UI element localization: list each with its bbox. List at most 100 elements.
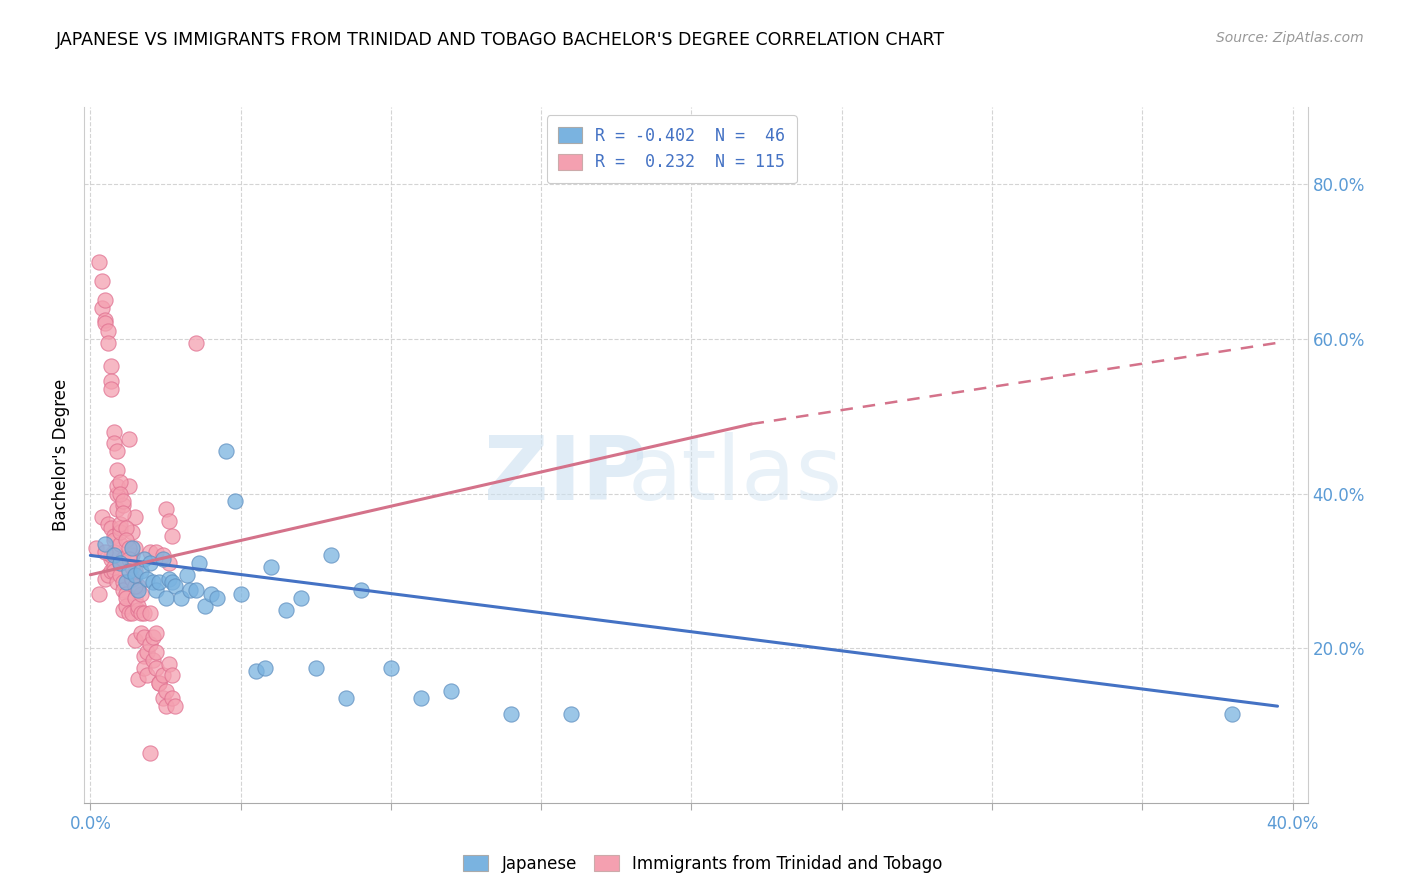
- Point: [160, 691, 183, 706]
- Point: [97, 335, 120, 350]
- Point: [94, 293, 117, 308]
- Point: [107, 463, 129, 477]
- Point: [145, 625, 167, 640]
- Point: [136, 572, 159, 586]
- Point: [160, 575, 183, 590]
- Point: [100, 359, 122, 373]
- Point: [145, 583, 167, 598]
- Legend: R = -0.402  N =  46, R =  0.232  N = 115: R = -0.402 N = 46, R = 0.232 N = 115: [547, 115, 797, 183]
- Point: [112, 583, 135, 598]
- Point: [118, 433, 141, 447]
- Point: [187, 556, 209, 570]
- Point: [335, 691, 357, 706]
- Point: [134, 552, 156, 566]
- Point: [110, 525, 132, 540]
- Point: [319, 549, 342, 563]
- Point: [121, 607, 143, 621]
- Point: [148, 575, 170, 590]
- Point: [107, 575, 129, 590]
- Point: [110, 517, 132, 532]
- Point: [184, 583, 207, 598]
- Point: [97, 324, 120, 338]
- Point: [131, 607, 153, 621]
- Point: [560, 706, 582, 721]
- Point: [110, 521, 132, 535]
- Point: [107, 486, 129, 500]
- Point: [127, 602, 149, 616]
- Point: [100, 375, 122, 389]
- Point: [136, 645, 159, 659]
- Point: [127, 579, 149, 593]
- Point: [440, 683, 463, 698]
- Point: [260, 560, 283, 574]
- Point: [155, 699, 177, 714]
- Point: [121, 549, 143, 563]
- Point: [112, 506, 135, 520]
- Point: [100, 549, 122, 563]
- Point: [110, 567, 132, 582]
- Point: [94, 572, 117, 586]
- Point: [274, 602, 297, 616]
- Point: [103, 564, 125, 578]
- Point: [89, 254, 111, 268]
- Point: [152, 549, 174, 563]
- Point: [121, 560, 143, 574]
- Point: [214, 444, 236, 458]
- Point: [350, 583, 373, 598]
- Point: [94, 317, 117, 331]
- Point: [124, 509, 146, 524]
- Point: [139, 637, 162, 651]
- Point: [103, 544, 125, 558]
- Point: [121, 572, 143, 586]
- Point: [110, 475, 132, 489]
- Point: [145, 645, 167, 659]
- Point: [100, 521, 122, 535]
- Point: [163, 699, 186, 714]
- Point: [110, 486, 132, 500]
- Point: [134, 660, 156, 674]
- Point: [160, 668, 183, 682]
- Point: [253, 660, 276, 674]
- Point: [139, 544, 162, 558]
- Point: [103, 425, 125, 439]
- Point: [245, 665, 267, 679]
- Point: [179, 583, 201, 598]
- Legend: Japanese, Immigrants from Trinidad and Tobago: Japanese, Immigrants from Trinidad and T…: [457, 848, 949, 880]
- Point: [142, 653, 165, 667]
- Point: [121, 541, 143, 555]
- Point: [103, 529, 125, 543]
- Point: [107, 444, 129, 458]
- Point: [112, 552, 135, 566]
- Point: [145, 544, 167, 558]
- Point: [110, 537, 132, 551]
- Point: [94, 544, 117, 558]
- Point: [148, 676, 170, 690]
- Point: [131, 564, 153, 578]
- Point: [103, 436, 125, 450]
- Point: [139, 746, 162, 760]
- Point: [91, 509, 114, 524]
- Point: [148, 676, 170, 690]
- Point: [124, 541, 146, 555]
- Point: [134, 630, 156, 644]
- Point: [112, 575, 135, 590]
- Point: [380, 660, 402, 674]
- Point: [94, 312, 117, 326]
- Point: [115, 591, 138, 605]
- Point: [118, 564, 141, 578]
- Point: [89, 587, 111, 601]
- Point: [124, 579, 146, 593]
- Point: [1222, 706, 1244, 721]
- Text: JAPANESE VS IMMIGRANTS FROM TRINIDAD AND TOBAGO BACHELOR'S DEGREE CORRELATION CH: JAPANESE VS IMMIGRANTS FROM TRINIDAD AND…: [56, 31, 945, 49]
- Text: ZIP: ZIP: [484, 433, 647, 519]
- Point: [110, 556, 132, 570]
- Point: [91, 301, 114, 315]
- Point: [100, 382, 122, 396]
- Point: [103, 533, 125, 547]
- Point: [169, 591, 191, 605]
- Point: [157, 657, 180, 671]
- Point: [100, 552, 122, 566]
- Point: [155, 683, 177, 698]
- Point: [134, 648, 156, 663]
- Point: [115, 575, 138, 590]
